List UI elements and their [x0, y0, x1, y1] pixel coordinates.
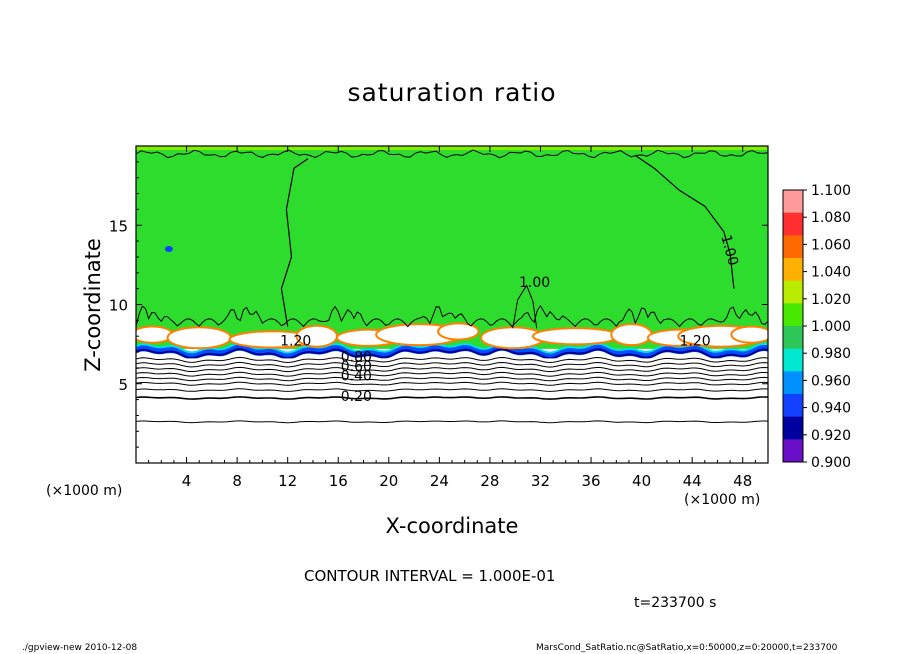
contour-line [136, 376, 768, 382]
top-band [136, 146, 768, 150]
cloud-blob [730, 325, 768, 344]
colorbar: 1.100 1.080 1.060 1.040 1.020 1.000 0.980 0.960… [782, 183, 851, 471]
x-tick-label: 16 [329, 472, 348, 490]
footer-left: ./gpview-new 2010-12-08 [22, 643, 138, 653]
cloud-blob [610, 323, 653, 347]
x-tick-label: 4 [182, 472, 192, 490]
colorbar-label: 1.060 [811, 237, 851, 253]
x-tick-label: 44 [683, 472, 702, 490]
y-axis-label: Z-coordinate [81, 238, 105, 372]
cloud-blob [166, 326, 232, 350]
colorbar-label: 1.080 [811, 210, 851, 226]
colorbar-label: 1.000 [811, 319, 851, 335]
chart-title: saturation ratio [347, 78, 557, 107]
contour-label: 1.20 [680, 334, 711, 350]
cloud-blob [136, 325, 174, 344]
contour-line [136, 371, 768, 377]
colorbar-label: 0.940 [811, 401, 851, 417]
plot-field: 1.001.001.001.201.200.800.600.400.20 [136, 146, 768, 463]
contour-line [136, 356, 768, 364]
x-tick-label: 40 [632, 472, 651, 490]
contour-label: 0.20 [341, 389, 372, 405]
contour-line [136, 304, 768, 328]
x-tick-label: 20 [379, 472, 398, 490]
colorbar-label: 0.920 [811, 428, 851, 444]
colorbar-label: 1.020 [811, 292, 851, 308]
colorbar-swatch [783, 190, 803, 214]
contour-line [136, 420, 768, 424]
colorbar-swatch [783, 394, 803, 418]
x-tick-label: 28 [480, 472, 499, 490]
x-tick-label: 36 [581, 472, 600, 490]
subsaturated-region [136, 358, 768, 463]
contour-line [512, 284, 538, 329]
saturated-region [136, 146, 768, 349]
colorbar-swatch [783, 326, 803, 350]
contour-line [136, 361, 768, 368]
contour-label: 0.40 [341, 369, 372, 385]
colorbar-label: 0.960 [811, 373, 851, 389]
colorbar-swatch [783, 280, 803, 304]
colorbar-swatch [783, 212, 803, 236]
contour-line [136, 388, 768, 392]
x-tick-label: 48 [733, 472, 752, 490]
contour-interval-text: CONTOUR INTERVAL = 1.000E-01 [304, 567, 556, 585]
y-tick-label: 15 [109, 217, 128, 235]
contour-line [136, 381, 768, 386]
time-label: t=233700 s [634, 595, 717, 611]
transition-band-navy [136, 348, 768, 360]
colorbar-swatch [783, 348, 803, 372]
colorbar-swatch [783, 371, 803, 395]
contour-line [136, 366, 768, 373]
colorbar-swatch [783, 416, 803, 440]
x-tick-label: 8 [232, 472, 242, 490]
x-tick-label: 12 [278, 472, 297, 490]
colorbar-label: 0.980 [811, 346, 851, 362]
footer-right: MarsCond_SatRatio.nc@SatRatio,x=0:50000,… [536, 643, 838, 653]
y-tick-label: 5 [118, 376, 128, 394]
x-unit-label-right: (×1000 m) [684, 492, 761, 508]
colorbar-label: 1.040 [811, 265, 851, 281]
x-tick-label: 24 [430, 472, 449, 490]
x-unit-label-left: (×1000 m) [46, 483, 123, 499]
contour-label: 1.00 [717, 233, 741, 267]
contour-label: 0.60 [341, 359, 372, 375]
cloud-blob [437, 322, 480, 341]
contour-line [634, 155, 735, 289]
colorbar-label: 0.900 [811, 455, 851, 471]
cloud-blob [531, 327, 620, 346]
x-tick-label: 32 [531, 472, 550, 490]
contour-label: 1.20 [280, 334, 311, 350]
contour-line [136, 149, 768, 159]
colorbar-swatch [783, 258, 803, 282]
contour-line [280, 158, 309, 327]
colorbar-swatch [783, 235, 803, 259]
colorbar-swatch [783, 303, 803, 327]
colorbar-label: 1.100 [811, 183, 851, 199]
x-axis-label: X-coordinate [385, 514, 519, 538]
contour-label: 1.00 [519, 275, 550, 291]
y-tick-label: 10 [109, 297, 128, 315]
dry-patch [164, 246, 173, 253]
contour-line [136, 396, 768, 400]
contour-label: 0.80 [341, 350, 372, 366]
colorbar-swatch [783, 439, 803, 463]
